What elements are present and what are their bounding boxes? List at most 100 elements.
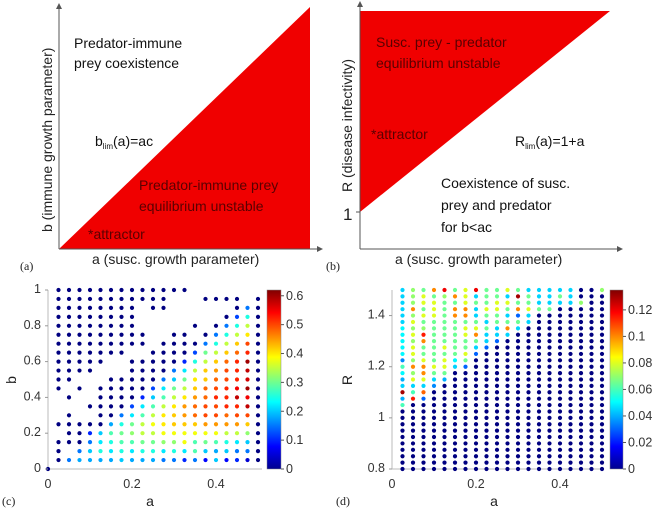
data-point [442,287,447,293]
data-point [213,296,219,302]
data-point [255,368,261,373]
data-point [56,332,61,337]
data-point [452,447,458,452]
data-point [224,404,229,409]
data-point [129,332,135,337]
data-point [599,313,605,318]
data-point [140,440,145,445]
data-point [129,296,135,302]
data-point [515,300,521,305]
data-point [473,339,479,344]
data-point [77,305,82,310]
data-point [526,390,531,395]
data-point [463,300,468,305]
data-point [98,350,103,355]
data-point [410,434,416,440]
data-point [119,323,124,328]
data-point [171,449,177,454]
data-point [421,460,426,465]
data-point [234,314,240,319]
data-point [150,422,156,427]
data-point [452,454,458,459]
colorbar-tick-label: 0.3 [286,375,303,389]
data-point [234,404,240,409]
data-point [547,454,552,459]
data-point [536,434,542,440]
data-point [484,339,489,344]
data-point [463,371,468,376]
data-point [119,350,124,355]
data-point [536,358,542,363]
data-point [56,377,61,382]
data-point [108,305,114,310]
data-point [234,305,240,310]
data-point [494,377,500,382]
data-point [452,300,458,305]
data-point [442,358,447,363]
data-point [578,447,584,452]
data-point [463,409,468,414]
data-point [599,396,605,401]
data-point [192,404,198,409]
data-point [421,434,426,440]
data-point [473,383,479,388]
data-point [56,386,61,391]
data-point [129,413,135,418]
data-point [255,350,261,355]
data-point [400,345,405,350]
data-point [431,364,437,369]
data-point [589,460,594,465]
data-point [452,351,458,357]
data-point [557,345,563,350]
data-point [578,396,584,401]
data-point [192,422,198,427]
colorbar-tick-label: 0.06 [628,382,652,396]
data-point [182,368,187,373]
data-point [589,428,594,433]
data-point [161,377,166,382]
data-point [150,457,156,463]
data-point [400,447,405,452]
data-point [119,440,124,445]
data-point [463,345,468,350]
data-point [442,383,447,388]
data-point [77,431,82,436]
data-point [56,457,61,463]
y-tick-label: 1 [34,282,41,296]
data-point [192,377,198,382]
data-point [421,364,426,369]
data-point [98,449,103,454]
data-point [421,454,426,459]
data-point [484,466,489,472]
data-point [536,287,542,293]
data-point [192,350,198,355]
data-point [526,332,531,337]
data-point [98,431,103,436]
data-point [77,314,82,319]
data-point [568,460,573,465]
data-point [245,350,250,355]
data-point [421,351,426,357]
data-point [526,300,531,305]
data-point [161,350,166,355]
data-point [578,383,584,388]
data-point [213,449,219,454]
data-point [224,332,229,337]
data-point [452,326,458,331]
data-point [505,339,510,344]
data-point [526,428,531,433]
data-point [526,345,531,350]
data-point [526,287,531,293]
data-point [161,305,166,310]
data-point [515,345,521,350]
data-point [87,350,93,355]
data-point [245,368,250,373]
data-point [255,332,261,337]
data-point [245,440,250,445]
data-point [442,319,447,325]
data-point [536,345,542,350]
region-label: Susc. prey - predator [376,34,507,50]
data-point [547,294,552,299]
data-point [98,305,103,310]
data-point [161,395,166,400]
